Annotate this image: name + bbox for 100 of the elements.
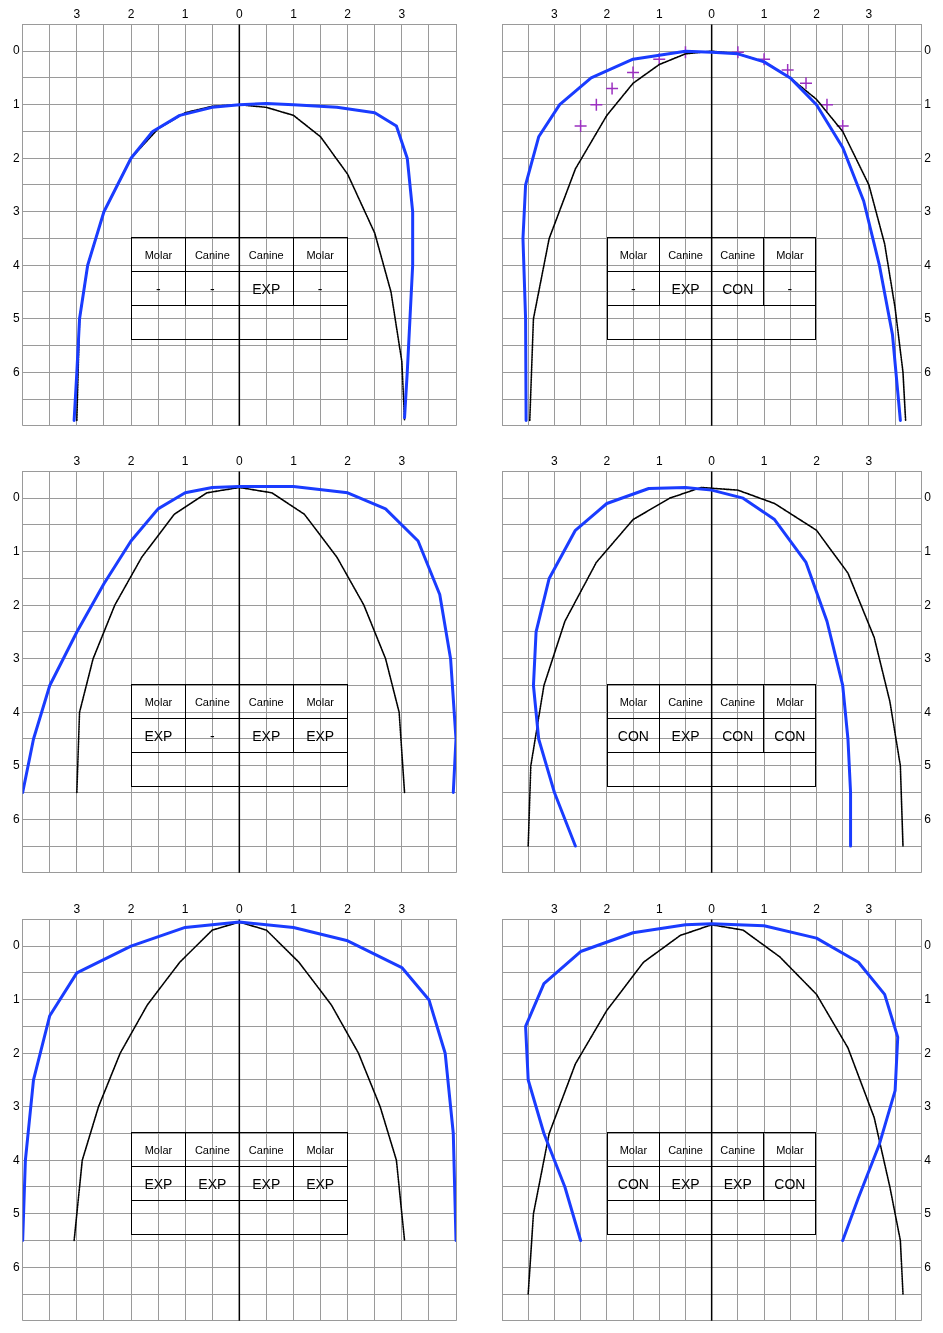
annotation: - (293, 271, 348, 306)
point (589, 97, 604, 112)
x-tick-label: 3 (73, 6, 81, 21)
x-tick-label: 0 (708, 6, 716, 21)
y-tick-label: 0 (12, 43, 20, 58)
y2-tick-label: 4 (924, 1152, 932, 1167)
y-tick-label: 2 (12, 1045, 20, 1060)
y-tick-label: 4 (12, 704, 20, 719)
annotation: EXP (185, 1166, 240, 1201)
annotation: CON (711, 718, 764, 753)
y-tick-label: 0 (12, 938, 20, 953)
y2-tick-label: 1 (924, 543, 932, 558)
x-tick-label: 1 (655, 453, 663, 468)
y-tick-label: 4 (12, 257, 20, 272)
annotation: Canine (239, 237, 294, 272)
x-tick-label: 3 (551, 6, 559, 21)
x-tick-label: 0 (708, 453, 716, 468)
x-tick-label: 1 (290, 453, 298, 468)
annotation: - (607, 271, 660, 306)
x-tick-label: 3 (865, 901, 873, 916)
annotation: Canine (185, 1132, 240, 1167)
annotation: Canine (185, 237, 240, 272)
annotation: Molar (293, 1132, 348, 1167)
annotation: Molar (131, 237, 186, 272)
y-tick-label: 5 (12, 1206, 20, 1221)
x-tick-label: 2 (344, 453, 352, 468)
y-tick-label: 2 (12, 597, 20, 612)
annotation: - (131, 271, 186, 306)
y-tick-label: 6 (12, 811, 20, 826)
annotation: Canine (659, 1132, 712, 1167)
annotation: Canine (711, 1132, 764, 1167)
annotation: CON (607, 718, 660, 753)
y2-tick-label: 6 (924, 364, 932, 379)
y2-tick-label: 3 (924, 1099, 932, 1114)
annotation: - (185, 271, 240, 306)
annotation: EXP (239, 271, 294, 306)
annotation: Canine (239, 684, 294, 719)
y-tick-label: 0 (12, 490, 20, 505)
x-tick-label: 1 (290, 901, 298, 916)
y2-tick-label: 5 (924, 311, 932, 326)
x-tick-label: 0 (235, 6, 243, 21)
annotation: EXP (131, 718, 186, 753)
y2-tick-label: 0 (924, 43, 932, 58)
x-tick-label: 3 (73, 453, 81, 468)
annotation: - (185, 718, 240, 753)
x-tick-label: 1 (290, 6, 298, 21)
y2-tick-label: 6 (924, 811, 932, 826)
x-tick-label: 0 (708, 901, 716, 916)
annotation: Canine (185, 684, 240, 719)
annotation: Molar (293, 684, 348, 719)
x-tick-label: 2 (813, 901, 821, 916)
x-tick-label: 3 (398, 901, 406, 916)
y-tick-label: 2 (12, 150, 20, 165)
y2-tick-label: 5 (924, 758, 932, 773)
y-tick-label: 6 (12, 364, 20, 379)
annotation: EXP (131, 1166, 186, 1201)
annotation: - (763, 271, 816, 306)
y2-tick-label: 4 (924, 704, 932, 719)
x-tick-label: 3 (865, 6, 873, 21)
annotation: Canine (239, 1132, 294, 1167)
x-tick-label: 1 (655, 6, 663, 21)
y2-tick-label: 2 (924, 150, 932, 165)
point (605, 81, 619, 96)
x-tick-label: 3 (551, 453, 559, 468)
point (820, 97, 834, 112)
y-tick-label: 1 (12, 543, 20, 558)
annotation: Canine (711, 684, 764, 719)
y-tick-label: 5 (12, 758, 20, 773)
annotation: EXP (293, 1166, 348, 1201)
annotation: Molar (607, 684, 660, 719)
annotation: Molar (607, 1132, 660, 1167)
annotation: EXP (711, 1166, 764, 1201)
x-tick-label: 2 (127, 453, 135, 468)
y2-tick-label: 3 (924, 204, 932, 219)
x-tick-label: 1 (181, 6, 189, 21)
x-tick-label: 2 (344, 6, 352, 21)
point (799, 76, 813, 91)
x-tick-label: 1 (181, 901, 189, 916)
annotation: Canine (659, 237, 712, 272)
annotation: EXP (239, 1166, 294, 1201)
point (626, 65, 640, 80)
y2-tick-label: 1 (924, 96, 932, 111)
x-tick-label: 3 (398, 453, 406, 468)
point (731, 45, 745, 59)
x-tick-label: 2 (813, 453, 821, 468)
y2-tick-label: 2 (924, 597, 932, 612)
annotation: Molar (131, 1132, 186, 1167)
y-tick-label: 5 (12, 311, 20, 326)
annotation: EXP (659, 1166, 712, 1201)
annotation: CON (711, 271, 764, 306)
x-tick-label: 2 (813, 6, 821, 21)
x-tick-label: 1 (760, 6, 768, 21)
annotation: Molar (763, 684, 816, 719)
annotation: EXP (293, 718, 348, 753)
x-tick-label: 3 (865, 453, 873, 468)
point (652, 52, 666, 66)
annotation: Molar (131, 684, 186, 719)
y-tick-label: 3 (12, 651, 20, 666)
y2-tick-label: 0 (924, 490, 932, 505)
x-tick-label: 1 (760, 453, 768, 468)
